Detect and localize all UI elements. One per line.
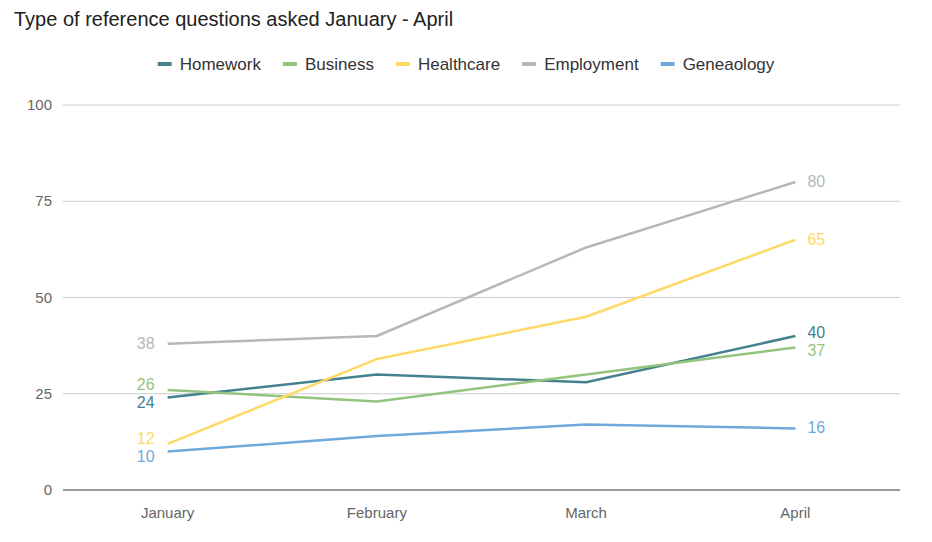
series-line: [168, 425, 796, 452]
chart: Type of reference questions asked Januar…: [0, 0, 932, 542]
data-label: 26: [137, 376, 155, 393]
data-label: 80: [807, 173, 825, 190]
legend-label: Healthcare: [418, 55, 500, 74]
data-label: 16: [807, 419, 825, 436]
series-group: [168, 182, 796, 452]
y-tick-label: 25: [35, 385, 52, 402]
legend-swatch: [661, 62, 675, 66]
title: Type of reference questions asked Januar…: [14, 8, 453, 30]
legend-label: Business: [305, 55, 374, 74]
legend: Homework Business Healthcare Employment Gene…: [158, 55, 775, 74]
axis-baseline: [63, 489, 900, 490]
series-line: [168, 240, 796, 444]
data-label: 10: [137, 448, 155, 465]
grid-line: [63, 105, 900, 106]
data-label: 24: [137, 394, 155, 411]
y-tick-label: 0: [44, 481, 52, 498]
data-label: 40: [807, 324, 825, 341]
legend-swatch: [522, 62, 536, 66]
legend-swatch: [158, 62, 172, 66]
x-tick-label: January: [141, 504, 195, 521]
legend-swatch: [283, 62, 297, 66]
series-line: [168, 348, 796, 402]
grid-line: [63, 297, 900, 298]
data-label: 38: [137, 335, 155, 352]
legend-label: Employment: [544, 55, 639, 74]
y-tick-label: 50: [35, 289, 52, 306]
data-label: 37: [807, 342, 825, 359]
grid-line: [63, 201, 900, 202]
y-tick-label: 75: [35, 192, 52, 209]
data-label: 12: [137, 430, 155, 447]
y-tick-label: 100: [27, 96, 52, 113]
x-tick-label: February: [347, 504, 408, 521]
legend-swatch: [396, 62, 410, 66]
data-label: 65: [807, 231, 825, 248]
legend-label: Geneaology: [683, 55, 775, 74]
series-line: [168, 182, 796, 344]
x-tick-label: April: [780, 504, 810, 521]
legend-label: Homework: [180, 55, 262, 74]
x-tick-label: March: [565, 504, 607, 521]
